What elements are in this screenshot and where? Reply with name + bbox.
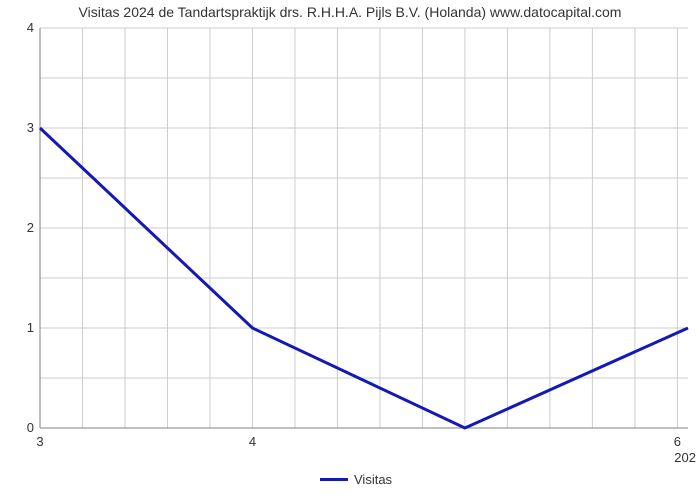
x-tick-label: 6 <box>674 434 681 449</box>
legend-label: Visitas <box>354 472 392 487</box>
chart-svg <box>0 0 700 500</box>
legend-swatch <box>320 478 348 481</box>
y-tick-label: 0 <box>14 420 34 435</box>
y-tick-label: 2 <box>14 220 34 235</box>
y-tick-label: 1 <box>14 320 34 335</box>
x-tick-label: 3 <box>36 434 43 449</box>
chart-container: Visitas 2024 de Tandartspraktijk drs. R.… <box>0 0 700 500</box>
y-tick-label: 3 <box>14 120 34 135</box>
x-axis-right-annotation: 202 <box>674 450 696 465</box>
x-tick-label: 4 <box>249 434 256 449</box>
legend: Visitas <box>320 472 392 487</box>
y-tick-label: 4 <box>14 20 34 35</box>
